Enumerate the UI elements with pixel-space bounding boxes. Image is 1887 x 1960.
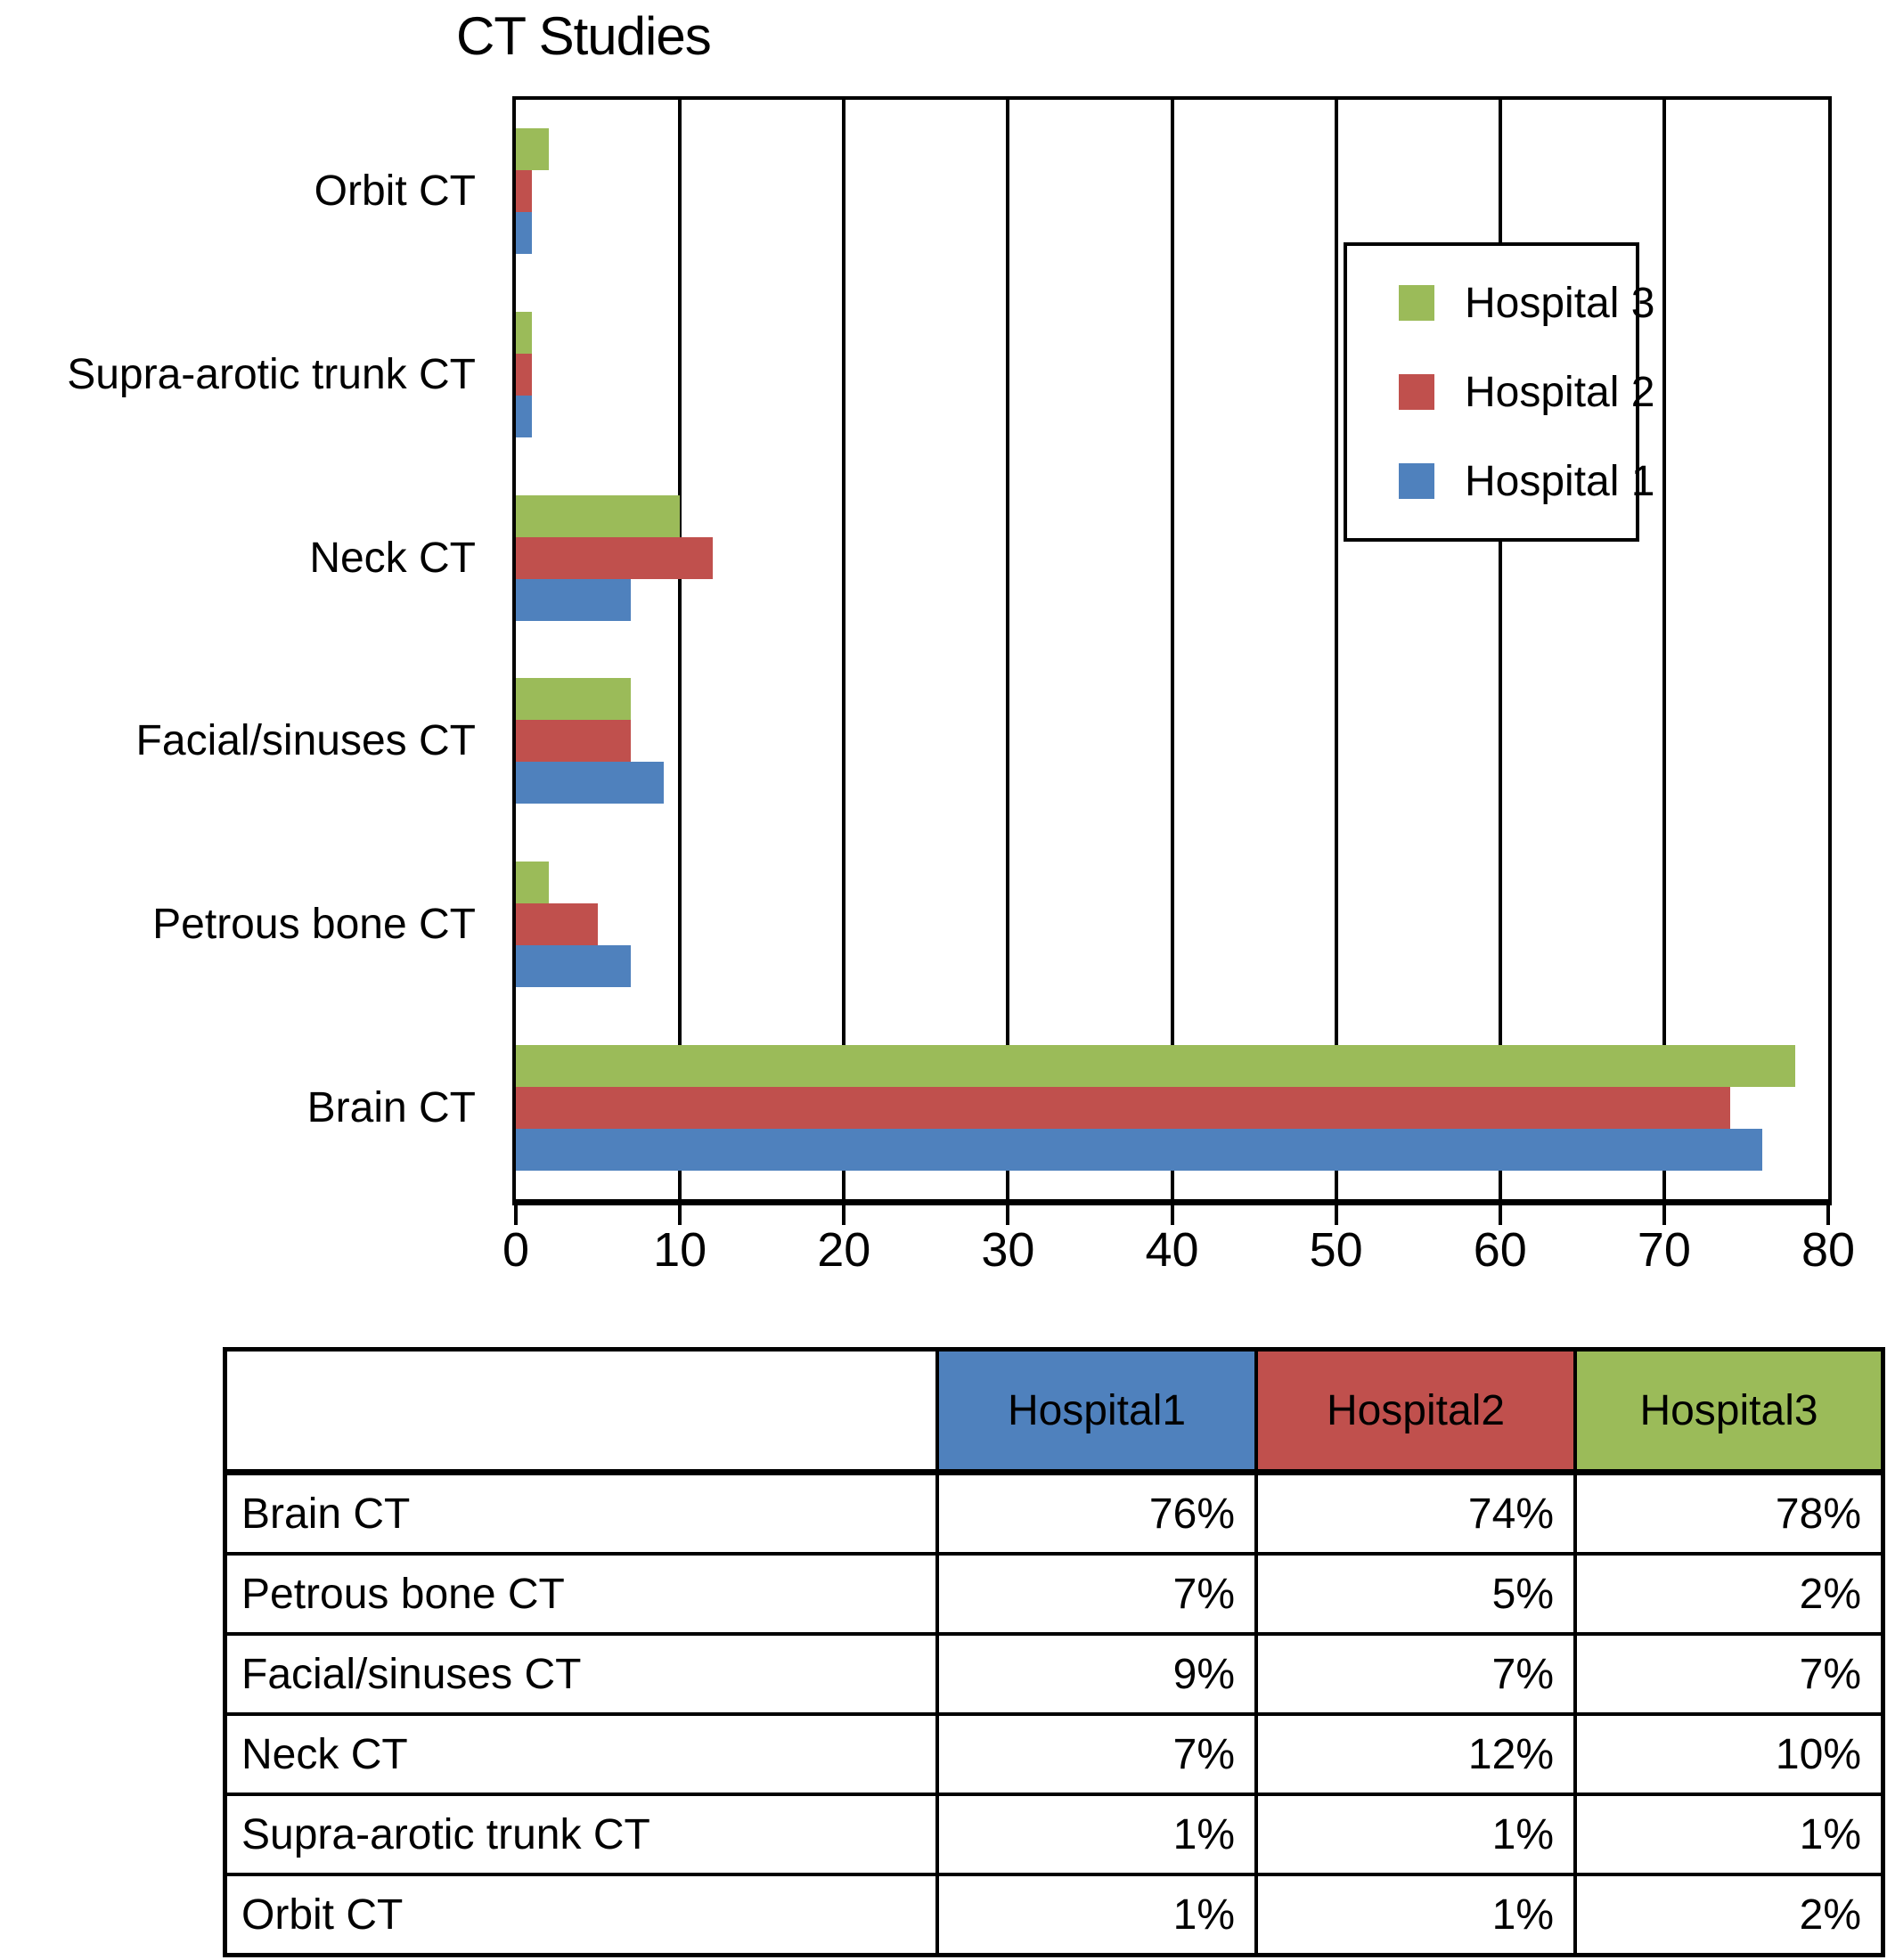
- table-row-label: Supra-arotic trunk CT: [241, 1810, 650, 1858]
- gridline-70: [1662, 100, 1666, 1199]
- table-row-label: Facial/sinuses CT: [241, 1650, 582, 1698]
- gridline-50: [1334, 100, 1338, 1199]
- table-cell-supra-arotic-trunk-ct-hospital3: 1%: [1573, 1796, 1881, 1873]
- x-axis-tick-20: [842, 1204, 846, 1225]
- legend-swatch-icon-hospital-2: [1399, 374, 1434, 410]
- table-header-cell-hospital2: Hospital2: [1254, 1352, 1573, 1469]
- bar-facial-sinuses-ct-hospital-2: [516, 720, 631, 763]
- x-axis-tick-label-70: 70: [1637, 1223, 1691, 1277]
- bar-petrous-bone-ct-hospital-2: [516, 903, 599, 945]
- bar-brain-ct-hospital-1: [516, 1128, 1763, 1171]
- bar-facial-sinuses-ct-hospital-3: [516, 678, 631, 721]
- bar-neck-ct-hospital-2: [516, 536, 713, 579]
- legend-swatch-icon-hospital-1: [1399, 463, 1434, 499]
- table-cell-brain-ct-hospital2: 74%: [1254, 1475, 1573, 1552]
- x-axis-tick-70: [1662, 1204, 1666, 1225]
- x-axis-tick-label-20: 20: [817, 1223, 871, 1277]
- x-axis-tick-30: [1006, 1204, 1010, 1225]
- bar-petrous-bone-ct-hospital-3: [516, 862, 549, 903]
- legend-swatch-icon-hospital-3: [1399, 285, 1434, 321]
- table-cell-facial-sinuses-ct-hospital3: 7%: [1573, 1636, 1881, 1712]
- bar-neck-ct-hospital-1: [516, 578, 631, 621]
- x-axis-tick-label-10: 10: [653, 1223, 707, 1277]
- x-axis-tick-label-0: 0: [502, 1223, 530, 1277]
- gridline-60: [1498, 100, 1502, 1199]
- legend-label-hospital-1: Hospital 1: [1465, 457, 1655, 505]
- category-label-orbit-ct: Orbit CT: [314, 167, 476, 216]
- legend-item-hospital-2: Hospital 2: [1347, 368, 1654, 417]
- gridline-30: [1006, 100, 1010, 1199]
- bar-supra-arotic-trunk-ct-hospital-2: [516, 354, 533, 396]
- x-axis-tick-label-30: 30: [981, 1223, 1035, 1277]
- table-cell-supra-arotic-trunk-ct-hospital2: 1%: [1254, 1796, 1573, 1873]
- bar-orbit-ct-hospital-1: [516, 212, 533, 255]
- table-cell-neck-ct-hospital3: 10%: [1573, 1716, 1881, 1793]
- legend-item-hospital-3: Hospital 3: [1347, 279, 1654, 328]
- table-row-label: Petrous bone CT: [241, 1570, 565, 1618]
- x-axis-tick-label-40: 40: [1145, 1223, 1199, 1277]
- table-row-facial-sinuses-ct: Facial/sinuses CT 9% 7% 7%: [227, 1632, 1881, 1712]
- table-cell-neck-ct-hospital1: 7%: [935, 1716, 1254, 1793]
- bar-brain-ct-hospital-3: [516, 1044, 1796, 1087]
- legend-label-hospital-2: Hospital 2: [1465, 368, 1655, 416]
- legend: Hospital 3 Hospital 2 Hospital 1: [1344, 242, 1654, 542]
- table-row-brain-ct: Brain CT 76% 74% 78%: [227, 1475, 1881, 1552]
- x-axis-tick-label-50: 50: [1309, 1223, 1363, 1277]
- category-label-neck-ct: Neck CT: [309, 534, 476, 582]
- table-cell-petrous-bone-ct-hospital1: 7%: [935, 1556, 1254, 1632]
- table-row-label: Brain CT: [241, 1490, 411, 1538]
- bar-facial-sinuses-ct-hospital-1: [516, 762, 664, 804]
- x-axis-tick-label-80: 80: [1801, 1223, 1856, 1277]
- table-header-row: Hospital1 Hospital2 Hospital3: [227, 1352, 1881, 1475]
- table-cell-petrous-bone-ct-hospital3: 2%: [1573, 1556, 1881, 1632]
- table-cell-orbit-ct-hospital3: 2%: [1573, 1876, 1881, 1953]
- table-cell-supra-arotic-trunk-ct-hospital1: 1%: [935, 1796, 1254, 1873]
- x-axis-tick-10: [678, 1204, 682, 1225]
- table-row-orbit-ct: Orbit CT 1% 1% 2%: [227, 1873, 1881, 1953]
- legend-item-hospital-1: Hospital 1: [1347, 457, 1654, 506]
- bar-neck-ct-hospital-3: [516, 494, 681, 537]
- category-label-supra-arotic-trunk-ct: Supra-arotic trunk CT: [67, 350, 476, 398]
- x-axis-tick-80: [1826, 1204, 1830, 1225]
- x-axis-tick-label-60: 60: [1473, 1223, 1527, 1277]
- table-cell-facial-sinuses-ct-hospital1: 9%: [935, 1636, 1254, 1712]
- table-cell-petrous-bone-ct-hospital2: 5%: [1254, 1556, 1573, 1632]
- gridline-20: [842, 100, 846, 1199]
- table-corner-cell: [227, 1352, 935, 1469]
- table-header-cell-hospital3: Hospital3: [1573, 1352, 1881, 1469]
- bar-supra-arotic-trunk-ct-hospital-1: [516, 396, 533, 437]
- table-header-cell-hospital1: Hospital1: [935, 1352, 1254, 1469]
- table-cell-orbit-ct-hospital2: 1%: [1254, 1876, 1573, 1953]
- category-label-petrous-bone-ct: Petrous bone CT: [152, 900, 476, 948]
- gridline-40: [1170, 100, 1174, 1199]
- bar-brain-ct-hospital-2: [516, 1086, 1730, 1129]
- table-cell-brain-ct-hospital1: 76%: [935, 1475, 1254, 1552]
- table-row-supra-arotic-trunk-ct: Supra-arotic trunk CT 1% 1% 1%: [227, 1793, 1881, 1873]
- table-cell-neck-ct-hospital2: 12%: [1254, 1716, 1573, 1793]
- table-row-label: Orbit CT: [241, 1891, 404, 1939]
- bar-orbit-ct-hospital-2: [516, 170, 533, 213]
- table-cell-facial-sinuses-ct-hospital2: 7%: [1254, 1636, 1573, 1712]
- table-cell-brain-ct-hospital3: 78%: [1573, 1475, 1881, 1552]
- gridline-10: [678, 100, 682, 1199]
- table-row-label: Neck CT: [241, 1730, 408, 1778]
- bar-orbit-ct-hospital-3: [516, 128, 549, 171]
- x-axis-tick-60: [1498, 1204, 1502, 1225]
- x-axis-tick-0: [514, 1204, 518, 1225]
- category-label-facial-sinuses-ct: Facial/sinuses CT: [135, 717, 476, 765]
- bar-supra-arotic-trunk-ct-hospital-3: [516, 312, 533, 354]
- table-row-neck-ct: Neck CT 7% 12% 10%: [227, 1712, 1881, 1793]
- table-cell-orbit-ct-hospital1: 1%: [935, 1876, 1254, 1953]
- x-axis-tick-50: [1334, 1204, 1338, 1225]
- category-label-brain-ct: Brain CT: [306, 1083, 476, 1131]
- data-table: Hospital1 Hospital2 Hospital3 Brain CT 76% 74…: [223, 1347, 1885, 1957]
- bar-petrous-bone-ct-hospital-1: [516, 945, 631, 987]
- legend-label-hospital-3: Hospital 3: [1465, 279, 1655, 327]
- table-row-petrous-bone-ct: Petrous bone CT 7% 5% 2%: [227, 1552, 1881, 1632]
- x-axis-tick-40: [1170, 1204, 1174, 1225]
- chart-title: CT Studies: [456, 6, 712, 66]
